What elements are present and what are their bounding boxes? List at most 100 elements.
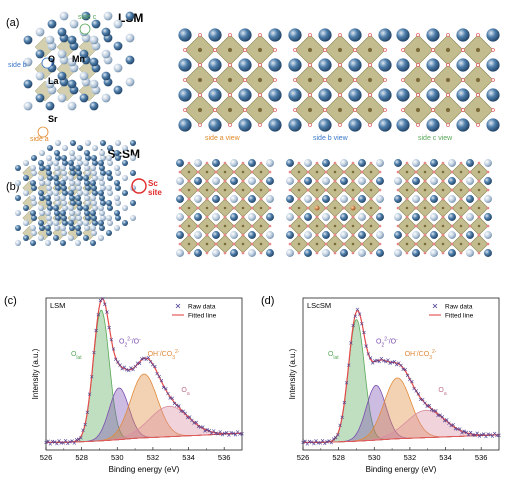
sr-atom	[340, 159, 348, 167]
mn-atom	[415, 107, 421, 113]
sr-atom	[266, 195, 274, 203]
oxygen-atom	[259, 197, 263, 201]
oxygen-atom	[468, 170, 472, 174]
la-atom	[194, 177, 202, 185]
mn-atom	[333, 224, 337, 228]
la-atom	[304, 177, 312, 185]
oxygen-atom	[423, 179, 427, 183]
la-atom	[69, 195, 75, 201]
sr-atom	[304, 195, 312, 203]
raw-data-point	[113, 357, 118, 362]
raw-data-point	[445, 418, 449, 422]
oxygen-atom	[450, 188, 454, 192]
raw-data-point	[183, 411, 188, 416]
la-atom	[348, 88, 362, 102]
peak-label-oh: OH-/CO32-	[405, 349, 437, 361]
mn-atom	[351, 170, 355, 174]
oxygen-atom	[241, 179, 245, 183]
oxygen-atom	[306, 170, 310, 174]
oxygen-atom	[491, 48, 495, 52]
oxygen-atom	[324, 170, 328, 174]
la-atom	[396, 28, 410, 42]
oxygen-atom	[297, 215, 301, 219]
oxygen-atom	[241, 197, 245, 201]
la-atom	[268, 118, 282, 132]
sr-atom	[394, 213, 402, 221]
mn-atom	[259, 188, 263, 192]
sr-atom	[448, 159, 456, 167]
sr-atom	[286, 249, 294, 257]
oxygen-atom	[383, 78, 387, 82]
oxygen-atom	[461, 108, 465, 112]
plot-frame	[45, 297, 243, 451]
la-atom	[98, 220, 104, 226]
oxygen-atom	[293, 48, 297, 52]
oxygen-atom	[308, 123, 312, 127]
oxygen-atom	[315, 251, 319, 255]
oxygen-atom	[241, 161, 245, 165]
sr-atom	[89, 35, 99, 45]
oxygen-atom	[461, 78, 465, 82]
oxygen-atom	[241, 233, 245, 237]
la-atom	[378, 28, 392, 42]
mn-atom	[259, 206, 263, 210]
sr-atom	[176, 177, 184, 185]
oxygen-atom	[241, 215, 245, 219]
oxygen-atom	[369, 215, 373, 219]
la-atom	[107, 205, 113, 211]
oxygen-atom	[468, 206, 472, 210]
la-atom	[83, 175, 89, 181]
sr-atom	[70, 185, 76, 191]
sr-atom	[85, 170, 91, 176]
sr-atom	[75, 210, 81, 216]
oxygen-atom	[459, 161, 463, 165]
oxygen-atom	[288, 242, 292, 246]
la-atom	[122, 160, 128, 166]
oxygen-atom	[324, 188, 328, 192]
oxygen-atom	[416, 123, 420, 127]
raw-data-point	[384, 360, 388, 364]
oxygen-atom	[187, 251, 191, 255]
oxygen-atom	[378, 188, 382, 192]
sr-atom	[107, 160, 113, 166]
raw-data-point	[170, 396, 175, 401]
panel-b: (b) LScSM Sc site	[6, 140, 492, 257]
oxygen-atom	[214, 188, 218, 192]
raw-data-point	[490, 434, 495, 438]
baseline-line	[46, 432, 243, 443]
la-atom	[114, 150, 120, 156]
raw-data-point	[44, 440, 48, 445]
oxygen-atom	[228, 33, 232, 37]
oxygen-atom	[342, 206, 346, 210]
sr-atom	[55, 140, 61, 146]
raw-data-point	[460, 430, 464, 435]
oxygen-atom	[223, 179, 227, 183]
sample-label: LScSM	[307, 301, 331, 310]
la-atom	[318, 118, 332, 132]
lscsm-side-views	[176, 159, 492, 257]
oxygen-atom	[333, 197, 337, 201]
oxygen-atom	[213, 48, 217, 52]
x-tick-label: 534	[182, 453, 195, 462]
la-atom	[456, 58, 470, 72]
sr-atom	[466, 249, 474, 257]
oxygen-atom	[369, 179, 373, 183]
mn-atom	[477, 170, 481, 174]
sr-atom	[101, 49, 111, 59]
mn-atom	[367, 107, 373, 113]
oxygen-atom	[338, 33, 342, 37]
oxygen-atom	[414, 206, 418, 210]
panel-tag: (c)	[4, 295, 17, 307]
label-part: O	[181, 387, 187, 394]
la-atom	[194, 213, 202, 221]
raw-data-point	[72, 441, 77, 445]
oxygen-atom	[396, 242, 400, 246]
la-atom	[61, 215, 67, 221]
oxygen-atom	[232, 224, 236, 228]
oxygen-atom	[338, 63, 342, 67]
sr-atom	[15, 210, 21, 216]
oxygen-atom	[324, 242, 328, 246]
oxygen-atom	[441, 197, 445, 201]
oxygen-atom	[450, 206, 454, 210]
la-atom	[114, 210, 120, 216]
